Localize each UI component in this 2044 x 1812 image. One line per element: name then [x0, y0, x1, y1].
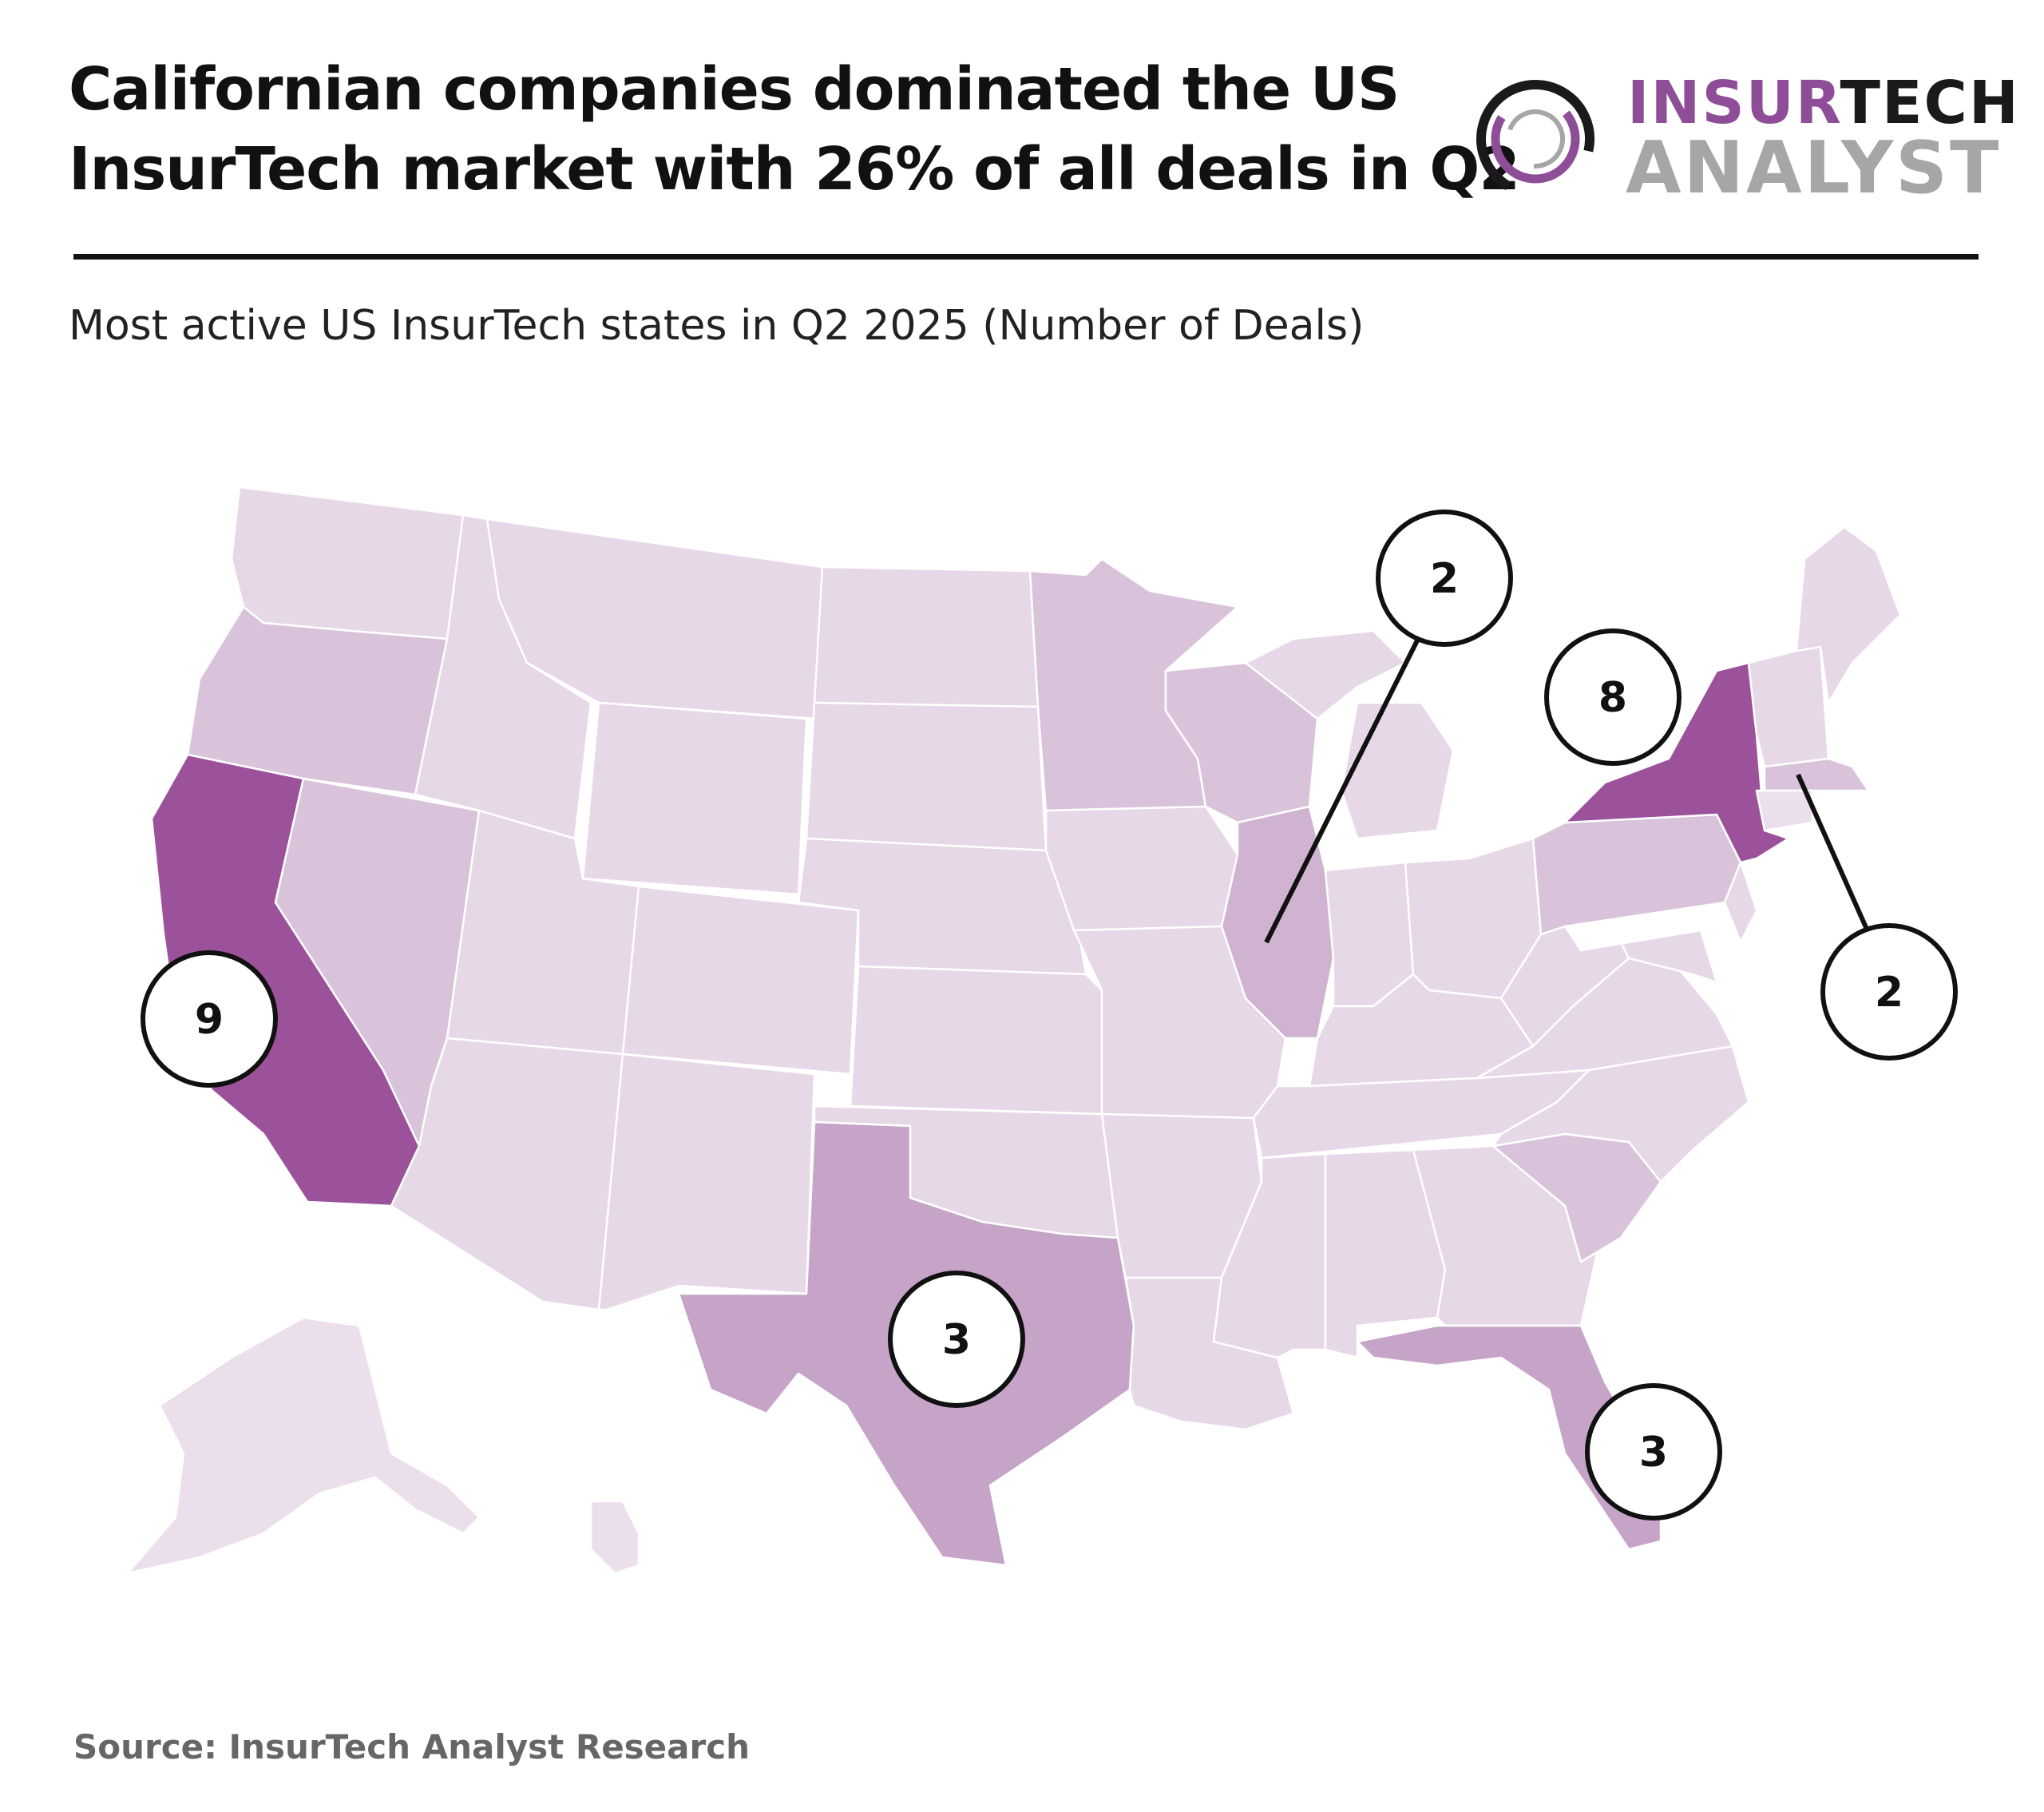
us-map: 9 8 3 3 2 2 — [126, 486, 1958, 1575]
state-connecticut — [1755, 789, 1814, 832]
callout-value-california: 9 — [195, 996, 224, 1044]
callout-texas: 3 — [888, 1271, 1025, 1408]
callout-value-texas: 3 — [942, 1316, 971, 1364]
state-iowa — [1044, 805, 1239, 932]
source-note: Source: InsurTech Analyst Research — [73, 1727, 751, 1766]
callout-new-york: 8 — [1544, 628, 1682, 766]
callout-illinois: 2 — [1264, 510, 1513, 944]
state-florida — [1356, 1324, 1662, 1551]
logo-word-analyst: ANALYST — [1626, 126, 2002, 210]
callout-massachusetts: 2 — [1796, 773, 1958, 1061]
state-maine — [1795, 525, 1902, 704]
state-new-jersey — [1715, 813, 1758, 944]
title-line-1: Californian companies dominated the US — [69, 55, 1400, 124]
state-north-carolina — [1491, 1045, 1750, 1184]
state-kansas — [849, 965, 1103, 1116]
map-subtitle: Most active US InsurTech states in Q2 20… — [69, 302, 1365, 350]
state-new-mexico — [597, 1053, 816, 1311]
callout-value-massachusetts: 2 — [1875, 969, 1903, 1017]
state-wyoming — [581, 701, 808, 896]
state-north-dakota — [813, 565, 1040, 708]
state-vermont-nh — [1747, 645, 1830, 768]
state-alaska — [126, 1316, 481, 1575]
callout-florida: 3 — [1585, 1383, 1722, 1521]
title-divider — [73, 254, 1979, 260]
callout-value-new-york: 8 — [1598, 674, 1627, 722]
callouts-layer: 9 8 3 3 2 2 — [141, 510, 1958, 1521]
leader-line-massachusetts — [1796, 773, 1871, 934]
state-south-dakota — [805, 701, 1048, 852]
states-layer — [126, 486, 1902, 1575]
state-pennsylvania — [1531, 813, 1742, 936]
page-title: Californian companies dominated the US I… — [69, 50, 1520, 209]
leader-line-illinois — [1264, 637, 1420, 944]
logo-tech: TECH — [1840, 69, 2020, 137]
state-maryland — [1579, 929, 1718, 984]
logo-word-insurtech: INSURTECH — [1627, 69, 2020, 137]
callout-california: 9 — [141, 950, 278, 1088]
state-colorado — [621, 885, 860, 1076]
title-line-2: InsurTech market with 26% of all deals i… — [69, 135, 1520, 204]
callout-value-florida: 3 — [1639, 1429, 1668, 1477]
state-hawaii — [589, 1500, 640, 1575]
logo-insur: INSUR — [1627, 69, 1840, 137]
logo-ring-icon — [1476, 80, 1594, 198]
state-washington — [230, 486, 465, 640]
callout-value-illinois: 2 — [1430, 555, 1459, 603]
insurtech-analyst-logo: INSURTECH ANALYST — [1469, 64, 2018, 216]
